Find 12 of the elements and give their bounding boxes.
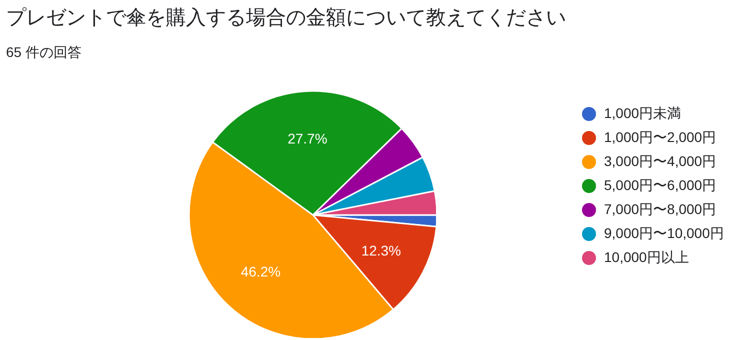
legend-label: 9,000円〜10,000円: [604, 225, 724, 243]
data-label: 27.7%: [288, 130, 328, 146]
data-label: 12.3%: [361, 242, 402, 259]
legend-label: 1,000円未満: [604, 105, 682, 123]
legend-label: 1,000円〜2,000円: [604, 129, 716, 147]
chart-title: プレゼントで傘を購入する場合の金額について教えてください: [6, 6, 566, 31]
legend-label: 3,000円〜4,000円: [604, 153, 716, 171]
data-label: 46.2%: [240, 263, 281, 280]
legend-label: 10,000円以上: [604, 249, 689, 267]
text: 65 件の回答: [6, 44, 82, 62]
legend-label: 7,000円〜8,000円: [604, 201, 716, 219]
legend-label: 5,000円〜6,000円: [604, 177, 716, 195]
